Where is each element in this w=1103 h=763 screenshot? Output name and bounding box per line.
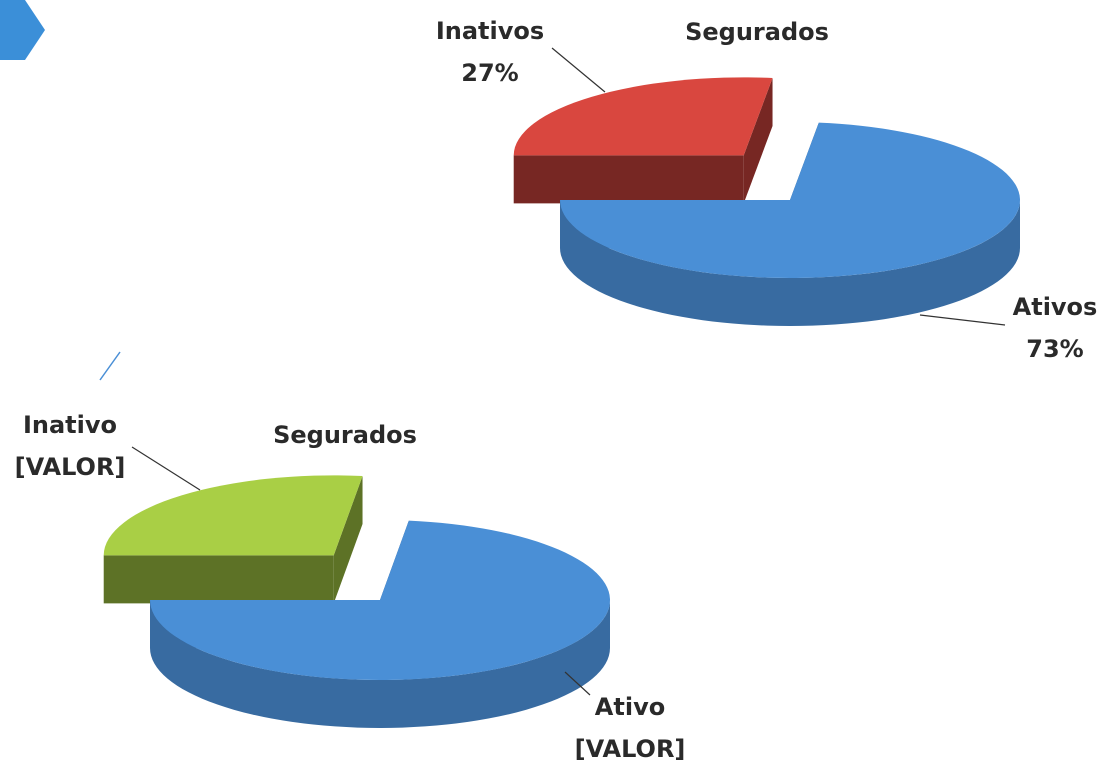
chart-title: Segurados bbox=[273, 421, 417, 449]
slice-wall bbox=[560, 200, 1020, 326]
slice-value-label: 73% bbox=[1026, 335, 1083, 363]
slice-top bbox=[150, 520, 610, 680]
slice-value-label: [VALOR] bbox=[575, 735, 686, 763]
slice-cut-face bbox=[513, 155, 744, 204]
slice-label: Inativos bbox=[436, 17, 544, 45]
slice-value-label: [VALOR] bbox=[15, 453, 126, 481]
slice-value-label: 27% bbox=[461, 59, 518, 87]
slice-cut-face bbox=[743, 77, 773, 204]
slice-label: Ativo bbox=[595, 693, 665, 721]
leader-line bbox=[919, 314, 1006, 326]
leader-line bbox=[131, 446, 201, 491]
slice-top bbox=[513, 77, 773, 156]
slice-top bbox=[103, 475, 363, 556]
leader-line bbox=[551, 47, 606, 93]
decor-arrow bbox=[0, 0, 45, 60]
slice-wall bbox=[150, 600, 610, 728]
slice-top bbox=[560, 122, 1021, 279]
leader-line bbox=[564, 671, 591, 696]
slice-cut-face bbox=[103, 555, 334, 604]
chart-title: Segurados bbox=[685, 18, 829, 46]
decor-line bbox=[99, 351, 121, 381]
slice-label: Ativos bbox=[1013, 293, 1098, 321]
slice-label: Inativo bbox=[23, 411, 117, 439]
slice-cut-face bbox=[333, 475, 363, 604]
